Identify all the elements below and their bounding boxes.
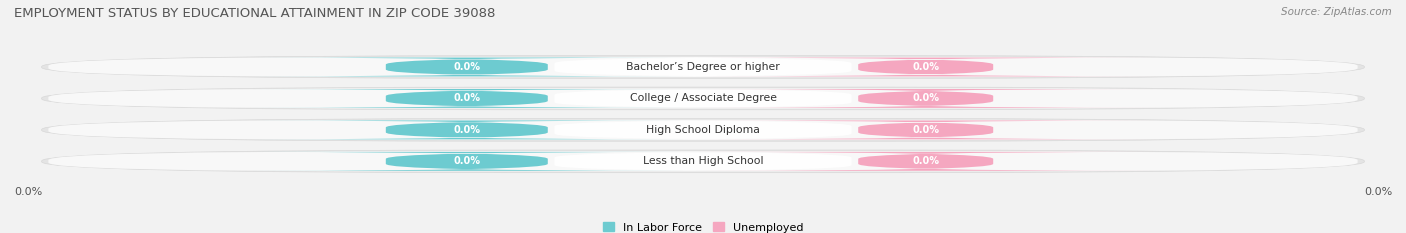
FancyBboxPatch shape [48, 88, 1358, 109]
Text: 0.0%: 0.0% [912, 125, 939, 135]
FancyBboxPatch shape [250, 58, 683, 76]
Text: 0.0%: 0.0% [912, 156, 939, 166]
FancyBboxPatch shape [250, 89, 683, 108]
Text: 0.0%: 0.0% [453, 93, 481, 103]
FancyBboxPatch shape [696, 58, 1156, 76]
Text: College / Associate Degree: College / Associate Degree [630, 93, 776, 103]
FancyBboxPatch shape [42, 150, 1364, 173]
FancyBboxPatch shape [554, 120, 852, 139]
FancyBboxPatch shape [554, 58, 852, 76]
Text: 0.0%: 0.0% [912, 62, 939, 72]
Text: Source: ZipAtlas.com: Source: ZipAtlas.com [1281, 7, 1392, 17]
FancyBboxPatch shape [42, 56, 1364, 78]
FancyBboxPatch shape [250, 120, 683, 139]
FancyBboxPatch shape [554, 89, 852, 108]
Text: 0.0%: 0.0% [453, 62, 481, 72]
FancyBboxPatch shape [250, 152, 683, 171]
FancyBboxPatch shape [48, 151, 1358, 171]
FancyBboxPatch shape [696, 152, 1156, 171]
Text: 0.0%: 0.0% [453, 125, 481, 135]
Text: EMPLOYMENT STATUS BY EDUCATIONAL ATTAINMENT IN ZIP CODE 39088: EMPLOYMENT STATUS BY EDUCATIONAL ATTAINM… [14, 7, 495, 20]
FancyBboxPatch shape [48, 57, 1358, 77]
Text: 0.0%: 0.0% [453, 156, 481, 166]
FancyBboxPatch shape [42, 119, 1364, 141]
FancyBboxPatch shape [696, 120, 1156, 139]
Text: Less than High School: Less than High School [643, 156, 763, 166]
Text: 0.0%: 0.0% [912, 93, 939, 103]
Text: Bachelor’s Degree or higher: Bachelor’s Degree or higher [626, 62, 780, 72]
FancyBboxPatch shape [696, 89, 1156, 108]
FancyBboxPatch shape [48, 120, 1358, 140]
Text: High School Diploma: High School Diploma [647, 125, 759, 135]
Legend: In Labor Force, Unemployed: In Labor Force, Unemployed [598, 218, 808, 233]
FancyBboxPatch shape [554, 152, 852, 171]
FancyBboxPatch shape [42, 87, 1364, 110]
